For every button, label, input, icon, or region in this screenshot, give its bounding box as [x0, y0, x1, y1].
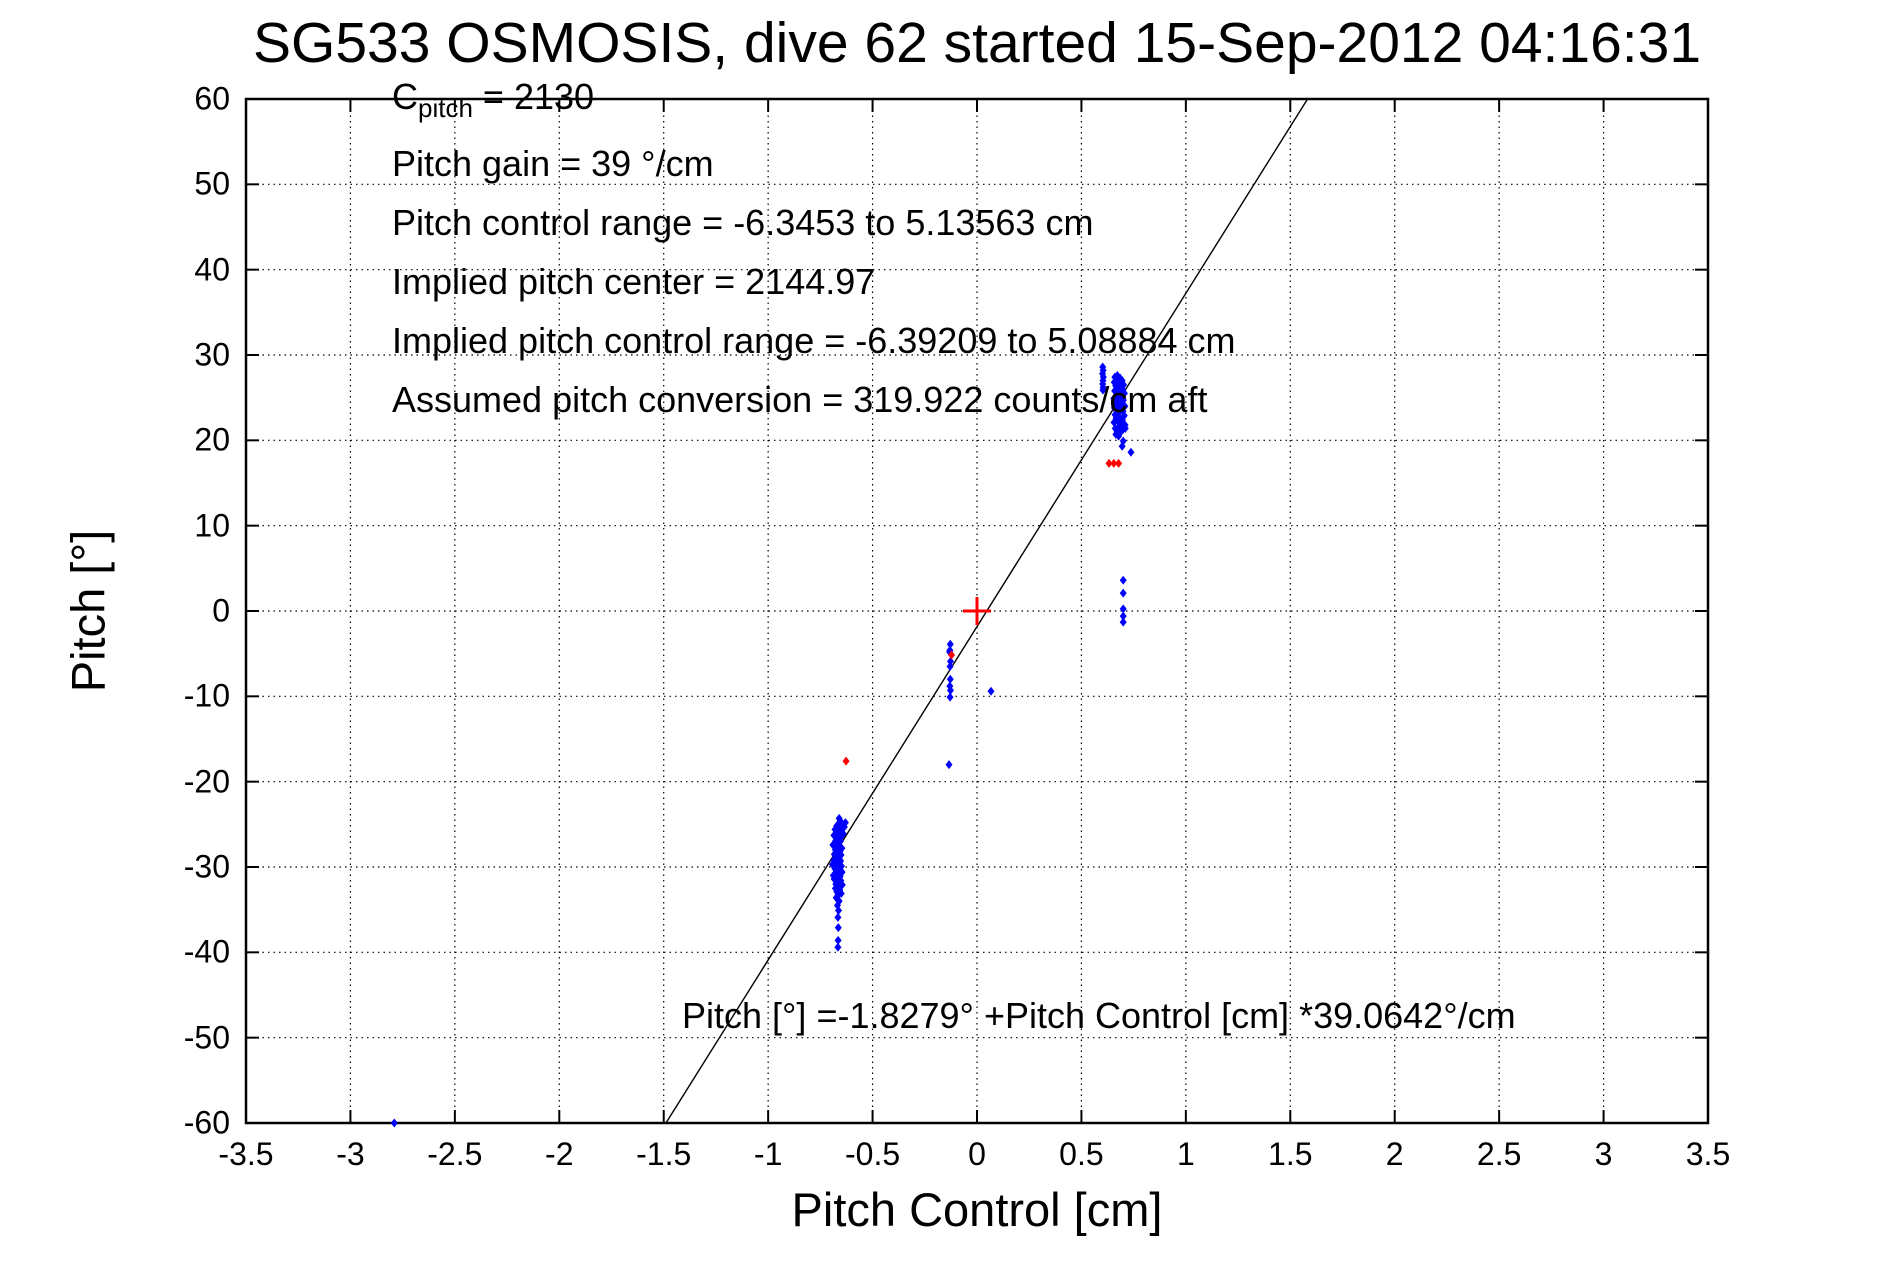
annotation-block: Pitch gain = 39 °/cm Pitch control range…	[392, 134, 1236, 429]
x-axis-label: Pitch Control [cm]	[791, 1183, 1163, 1236]
y-tick-label: -20	[183, 763, 230, 800]
data-point	[1119, 575, 1127, 585]
data-point	[835, 906, 843, 916]
x-tick-label: -2.5	[427, 1136, 483, 1172]
data-point	[1119, 604, 1127, 614]
x-tick-label: -1	[753, 1136, 783, 1172]
x-tick-label: -0.5	[844, 1136, 901, 1172]
data-point	[1119, 611, 1127, 621]
y-tick-label: 30	[194, 336, 230, 373]
data-point	[390, 1118, 398, 1128]
data-point	[1127, 447, 1135, 457]
data-point	[834, 923, 842, 933]
x-tick-label: 1.5	[1268, 1136, 1313, 1172]
x-tick-label: 3.5	[1685, 1136, 1731, 1172]
y-tick-label: 40	[194, 251, 230, 288]
y-tick-label: -60	[183, 1104, 230, 1141]
data-point	[945, 760, 953, 770]
data-point	[948, 650, 956, 660]
x-tick-label: 1	[1176, 1136, 1195, 1172]
x-tick-label: -1.5	[636, 1136, 692, 1172]
x-tick-label: 0.5	[1059, 1136, 1104, 1172]
x-tick-label: -3	[336, 1136, 365, 1172]
y-tick-label: 10	[194, 507, 230, 544]
x-tick-label: 2	[1385, 1136, 1404, 1172]
data-point	[1099, 385, 1107, 395]
data-point	[834, 935, 842, 945]
y-axis-label: Pitch [°]	[61, 529, 115, 693]
data-point	[946, 661, 954, 671]
c-pitch-symbol: C	[392, 76, 418, 117]
chart-title: SG533 OSMOSIS, dive 62 started 15-Sep-20…	[252, 11, 1702, 75]
data-point	[946, 656, 954, 666]
data-point	[1105, 458, 1113, 468]
y-tick-label: 20	[194, 421, 230, 458]
y-tick-label: 0	[212, 592, 230, 629]
data-point	[842, 756, 850, 766]
y-tick-label: 50	[194, 165, 230, 202]
implied-center-marker	[963, 597, 991, 625]
x-tick-label: -2	[545, 1136, 574, 1172]
data-point	[834, 912, 842, 922]
x-tick-label: -3.5	[218, 1136, 274, 1172]
data-point	[1115, 458, 1123, 468]
data-point	[987, 686, 995, 696]
y-tick-label: 60	[194, 80, 230, 117]
data-point	[946, 692, 954, 702]
data-point	[1110, 458, 1118, 468]
x-tick-label: 0	[968, 1136, 986, 1172]
annotation-line: Pitch control range = -6.3453 to 5.13563…	[392, 202, 1094, 243]
fit-equation-label: Pitch [°] =-1.8279° +Pitch Control [cm] …	[682, 995, 1516, 1036]
annotation-line: Assumed pitch conversion = 319.922 count…	[392, 379, 1208, 420]
c-pitch-value: = 2130	[472, 76, 595, 117]
data-point	[1119, 617, 1127, 627]
y-tick-label: -50	[183, 1019, 230, 1056]
x-tick-label: 2.5	[1476, 1136, 1522, 1172]
annotation-c-pitch: Cpitch = 2130	[392, 76, 595, 121]
annotation-line: Pitch gain = 39 °/cm	[392, 143, 714, 184]
x-tick-label: 3	[1594, 1136, 1613, 1172]
y-tick-label: -10	[183, 677, 230, 714]
c-pitch-subscript: pitch	[418, 93, 473, 124]
data-point	[834, 942, 842, 952]
annotation-line: Implied pitch center = 2144.97	[392, 261, 876, 302]
data-point	[1119, 588, 1127, 598]
annotation-line: Implied pitch control range = -6.39209 t…	[392, 320, 1236, 361]
data-point	[946, 685, 954, 695]
data-point	[946, 639, 954, 649]
data-point	[1118, 441, 1126, 451]
data-point	[946, 674, 954, 684]
y-tick-label: -40	[183, 933, 230, 970]
y-tick-label: -30	[183, 848, 230, 885]
data-point	[1115, 431, 1123, 441]
